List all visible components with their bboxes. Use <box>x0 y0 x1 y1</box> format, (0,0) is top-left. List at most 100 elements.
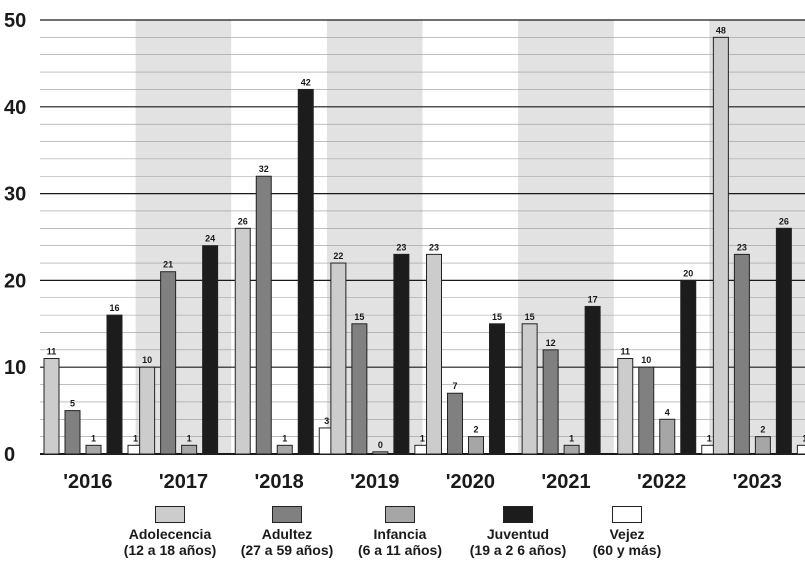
bar <box>680 279 697 455</box>
bar <box>584 305 601 455</box>
legend-label-juventud: Juventud <box>486 526 550 542</box>
y-tick-label: 30 <box>4 184 26 206</box>
x-tick-label: '2022 <box>637 471 686 493</box>
x-tick-label: '2023 <box>733 471 782 493</box>
bar-value-label: 23 <box>429 242 439 252</box>
bar <box>426 253 442 455</box>
bar-value-label: 17 <box>588 294 598 304</box>
bar <box>181 444 198 455</box>
bar <box>330 262 347 455</box>
bar-value-label: 26 <box>779 216 789 226</box>
bar <box>489 323 505 455</box>
bar <box>712 36 729 455</box>
bar-value-label: 15 <box>525 312 535 322</box>
bar <box>659 418 676 455</box>
bar <box>276 444 293 455</box>
bar <box>754 436 771 455</box>
bar-value-label: 3 <box>324 416 329 426</box>
bar-value-label: 16 <box>109 303 119 313</box>
bar-value-label: 1 <box>569 433 574 443</box>
bar <box>297 88 314 455</box>
bar-value-label: 4 <box>665 407 670 417</box>
bar <box>521 323 538 455</box>
bar-value-label: 26 <box>238 216 248 226</box>
bar <box>139 366 156 455</box>
x-tick-label: '2019 <box>350 471 399 493</box>
legend-swatch-infancia <box>385 506 415 523</box>
x-tick-label: '2020 <box>446 471 495 493</box>
bar <box>351 323 368 455</box>
bar-value-label: 1 <box>707 433 712 443</box>
legend-swatch-adultez <box>272 506 302 523</box>
bar <box>775 227 792 455</box>
bar <box>468 436 484 455</box>
y-tick-label: 40 <box>4 97 26 119</box>
bar-value-label: 32 <box>259 164 269 174</box>
bar <box>85 444 102 455</box>
bar-value-label: 1 <box>91 433 96 443</box>
bar <box>255 175 272 455</box>
bar <box>796 444 805 455</box>
legend-item-vejez: Vejez (60 y más) <box>582 506 672 558</box>
legend-range-infancia: (6 a 11 años) <box>357 542 443 558</box>
y-tick-label: 0 <box>4 444 15 466</box>
legend-range-adultez: (27 a 59 años) <box>240 542 334 558</box>
bar-value-label: 10 <box>641 355 651 365</box>
bar <box>617 358 634 455</box>
bar <box>447 392 463 455</box>
bar-value-label: 12 <box>546 338 556 348</box>
legend-label-adolecencia: Adolecencia <box>128 526 212 542</box>
legend-label-infancia: Infancia <box>373 526 427 542</box>
bar-value-label: 1 <box>802 433 805 443</box>
bar-value-label: 22 <box>333 251 343 261</box>
legend-swatch-adolecencia <box>155 506 185 523</box>
bar <box>638 366 655 455</box>
bar <box>106 314 123 455</box>
bar <box>64 410 81 455</box>
bar-value-label: 24 <box>205 234 215 244</box>
bar-value-label: 11 <box>620 347 630 357</box>
legend-item-adultez: Adultez (27 a 59 años) <box>228 506 346 558</box>
bar-value-label: 5 <box>70 399 75 409</box>
bar <box>43 358 60 455</box>
bar-value-label: 1 <box>187 433 192 443</box>
bar-value-label: 48 <box>716 25 726 35</box>
y-tick-label: 10 <box>4 357 26 379</box>
bar-value-label: 2 <box>760 425 765 435</box>
legend-label-adultez: Adultez <box>261 526 313 542</box>
legend-range-vejez: (60 y más) <box>592 542 662 558</box>
x-tick-label: '2018 <box>254 471 303 493</box>
bar-chart: 010203040501151161'20161021124'201726321… <box>4 10 805 493</box>
bar <box>160 271 177 455</box>
x-tick-label: '2017 <box>159 471 208 493</box>
bar-value-label: 1 <box>282 433 287 443</box>
bar-value-label: 20 <box>683 268 693 278</box>
bar <box>372 451 389 455</box>
bar-value-label: 42 <box>301 77 311 87</box>
bar-value-label: 2 <box>473 425 478 435</box>
bar-value-label: 0 <box>378 440 383 450</box>
legend-item-juventud: Juventud (19 a 2 6 años) <box>456 506 580 558</box>
bar <box>202 245 219 455</box>
legend-item-adolecencia: Adolecencia (12 a 18 años) <box>110 506 230 558</box>
y-tick-label: 20 <box>4 270 26 292</box>
bar <box>542 349 559 455</box>
bar-value-label: 7 <box>452 381 457 391</box>
bar <box>733 253 750 455</box>
x-tick-label: '2016 <box>63 471 112 493</box>
bar-value-label: 15 <box>354 312 364 322</box>
bar-value-label: 11 <box>47 347 57 357</box>
bar-value-label: 1 <box>133 433 138 443</box>
legend-swatch-vejez <box>612 506 642 523</box>
bar-value-label: 23 <box>396 242 406 252</box>
bar-value-label: 21 <box>163 260 173 270</box>
legend-label-vejez: Vejez <box>609 526 645 542</box>
legend-item-infancia: Infancia (6 a 11 años) <box>348 506 452 558</box>
x-tick-label: '2021 <box>541 471 590 493</box>
legend-swatch-juventud <box>503 506 533 523</box>
legend-range-juventud: (19 a 2 6 años) <box>469 542 567 558</box>
y-tick-label: 50 <box>4 10 26 32</box>
bar-value-label: 15 <box>492 312 502 322</box>
chart-legend: Adolecencia (12 a 18 años) Adultez (27 a… <box>110 506 710 566</box>
bar <box>393 253 410 455</box>
